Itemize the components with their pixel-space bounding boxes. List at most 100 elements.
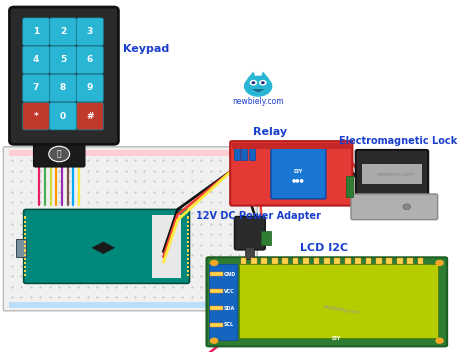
Bar <box>407 258 413 264</box>
Bar <box>362 164 421 184</box>
Bar <box>386 258 392 264</box>
FancyBboxPatch shape <box>271 148 326 199</box>
Bar <box>24 258 26 260</box>
Bar <box>210 306 223 310</box>
Bar <box>376 258 382 264</box>
Bar <box>9 150 251 156</box>
Circle shape <box>49 146 70 162</box>
Bar <box>241 258 246 264</box>
FancyBboxPatch shape <box>23 102 49 130</box>
Circle shape <box>435 338 444 344</box>
Text: DIY: DIY <box>294 169 303 174</box>
Circle shape <box>261 81 265 84</box>
Text: ●●●: ●●● <box>292 177 305 182</box>
Bar <box>262 258 267 264</box>
Bar <box>397 258 402 264</box>
Circle shape <box>244 76 273 97</box>
Text: #: # <box>86 112 94 121</box>
Bar <box>210 264 237 340</box>
Text: Relay: Relay <box>254 127 288 137</box>
Bar <box>293 258 299 264</box>
Polygon shape <box>260 71 270 79</box>
Text: 5: 5 <box>60 55 66 64</box>
FancyBboxPatch shape <box>23 74 49 102</box>
Bar <box>365 258 371 264</box>
Text: newbiely.com: newbiely.com <box>377 172 414 177</box>
FancyBboxPatch shape <box>50 74 76 102</box>
Text: 7: 7 <box>33 83 39 93</box>
FancyBboxPatch shape <box>50 46 76 74</box>
Text: VCC: VCC <box>224 289 235 294</box>
FancyBboxPatch shape <box>77 18 103 45</box>
FancyBboxPatch shape <box>351 194 438 220</box>
Circle shape <box>252 81 255 84</box>
Bar <box>24 216 26 219</box>
FancyBboxPatch shape <box>9 7 119 144</box>
Bar <box>187 237 189 239</box>
Bar <box>187 233 189 235</box>
Circle shape <box>259 80 267 86</box>
Bar <box>210 272 223 276</box>
Bar <box>418 258 423 264</box>
Bar <box>239 264 438 338</box>
FancyBboxPatch shape <box>24 209 190 283</box>
Bar <box>187 245 189 247</box>
Bar <box>232 143 350 149</box>
Bar <box>24 225 26 227</box>
Bar <box>345 258 350 264</box>
Bar <box>24 270 26 272</box>
Bar <box>314 258 319 264</box>
Text: SCL: SCL <box>224 322 234 327</box>
Text: 1: 1 <box>33 27 39 36</box>
Text: SDA: SDA <box>224 306 235 310</box>
Bar <box>272 258 278 264</box>
FancyBboxPatch shape <box>3 147 257 311</box>
Circle shape <box>435 260 444 266</box>
Text: 0: 0 <box>60 112 66 121</box>
Bar <box>187 241 189 243</box>
Bar <box>152 215 181 278</box>
FancyBboxPatch shape <box>77 74 103 102</box>
Bar <box>24 245 26 247</box>
FancyBboxPatch shape <box>356 150 428 199</box>
Bar <box>249 144 255 160</box>
FancyBboxPatch shape <box>34 141 85 167</box>
Bar <box>303 258 309 264</box>
FancyBboxPatch shape <box>50 18 76 45</box>
Circle shape <box>210 338 219 344</box>
Polygon shape <box>91 241 115 254</box>
Bar <box>187 216 189 219</box>
Text: Keypad: Keypad <box>123 44 169 54</box>
Text: newbiely.com: newbiely.com <box>322 304 360 315</box>
Text: DIY: DIY <box>332 336 341 341</box>
FancyBboxPatch shape <box>230 141 352 206</box>
Bar <box>187 229 189 231</box>
Bar <box>246 247 254 259</box>
Circle shape <box>210 260 219 266</box>
Bar <box>24 237 26 239</box>
Bar <box>334 258 340 264</box>
Bar <box>324 258 329 264</box>
Bar <box>210 323 223 327</box>
Text: 6: 6 <box>87 55 93 64</box>
Bar <box>9 302 251 308</box>
Polygon shape <box>247 71 256 79</box>
FancyBboxPatch shape <box>23 46 49 74</box>
Bar <box>24 241 26 243</box>
Bar <box>187 250 189 252</box>
Circle shape <box>250 80 257 86</box>
Text: Electromagnetic Lock: Electromagnetic Lock <box>339 136 457 146</box>
Bar <box>241 144 247 160</box>
FancyBboxPatch shape <box>50 102 76 130</box>
Bar <box>187 270 189 272</box>
Text: GND: GND <box>224 272 236 277</box>
Text: newbiely.com: newbiely.com <box>232 96 284 106</box>
Bar <box>283 258 288 264</box>
Bar <box>355 258 361 264</box>
Bar <box>251 258 257 264</box>
Text: *: * <box>34 112 38 121</box>
Bar <box>187 274 189 276</box>
Text: 4: 4 <box>33 55 39 64</box>
Text: 9: 9 <box>87 83 93 93</box>
Text: 3: 3 <box>87 27 93 36</box>
